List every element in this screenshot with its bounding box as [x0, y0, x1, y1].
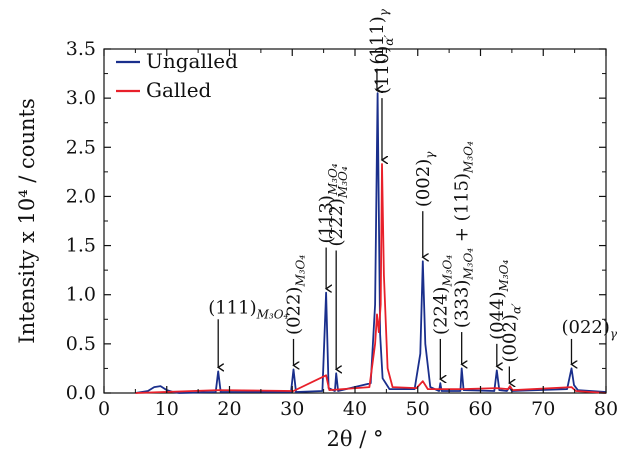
x-tick-label: 60 — [468, 398, 492, 420]
peak-label: (110)α′ — [372, 35, 396, 95]
peak-label: (002)γ — [413, 151, 437, 207]
x-axis-label: 2θ / ° — [327, 427, 384, 451]
x-tick-label: 0 — [98, 398, 110, 420]
series-line-galled — [135, 163, 607, 394]
peak-label: (222)M₃O₄ — [326, 166, 350, 246]
x-tick-label: 50 — [406, 398, 430, 420]
x-tick-label: 30 — [280, 398, 304, 420]
peak-label: (111)M₃O₄ — [208, 297, 288, 321]
y-tick-label: 3.0 — [66, 87, 96, 109]
peak-label: (044)M₃O₄ — [487, 260, 511, 340]
legend-label-ungalled: Ungalled — [146, 49, 238, 73]
peak-label: (022)M₃O₄ — [284, 255, 308, 335]
peak-label: (002)α′ — [499, 303, 523, 363]
peak-annotations: (111)M₃O₄(022)M₃O₄ (113)M₃O₄(222)M₃O₄ (111… — [208, 8, 618, 383]
y-tick-label: 1.5 — [66, 235, 96, 257]
legend: Ungalled Galled — [116, 49, 238, 102]
y-axis-label: Intensity x 10⁴ / counts — [15, 98, 39, 343]
peak-label: (113)M₃O₄ — [316, 163, 340, 243]
peak-label: (022)γ — [561, 317, 617, 341]
legend-label-galled: Galled — [146, 78, 212, 102]
axis-ticks: 0 10 20 30 40 50 60 70 80 0.0 0.5 1.0 1.5 2.0 2.5 3.0 3.… — [66, 38, 618, 420]
y-tick-label: 1.0 — [66, 284, 96, 306]
y-tick-label: 3.5 — [66, 38, 96, 60]
x-tick-label: 70 — [531, 398, 555, 420]
series-line-ungalled — [135, 92, 607, 394]
series-layer — [135, 92, 607, 394]
x-tick-label: 40 — [343, 398, 367, 420]
x-tick-label: 80 — [594, 398, 618, 420]
x-tick-label: 10 — [155, 398, 179, 420]
y-tick-label: 2.5 — [66, 136, 96, 158]
y-tick-label: 2.0 — [66, 185, 96, 207]
peak-label: (333)M₃O₄ + (115)M₃O₄ — [452, 141, 476, 328]
y-tick-label: 0.5 — [66, 333, 96, 355]
peak-label: (224)M₃O₄ — [430, 255, 454, 335]
x-tick-label: 20 — [217, 398, 241, 420]
peak-label: (111)γ — [367, 8, 391, 64]
y-tick-label: 0.0 — [66, 382, 96, 404]
